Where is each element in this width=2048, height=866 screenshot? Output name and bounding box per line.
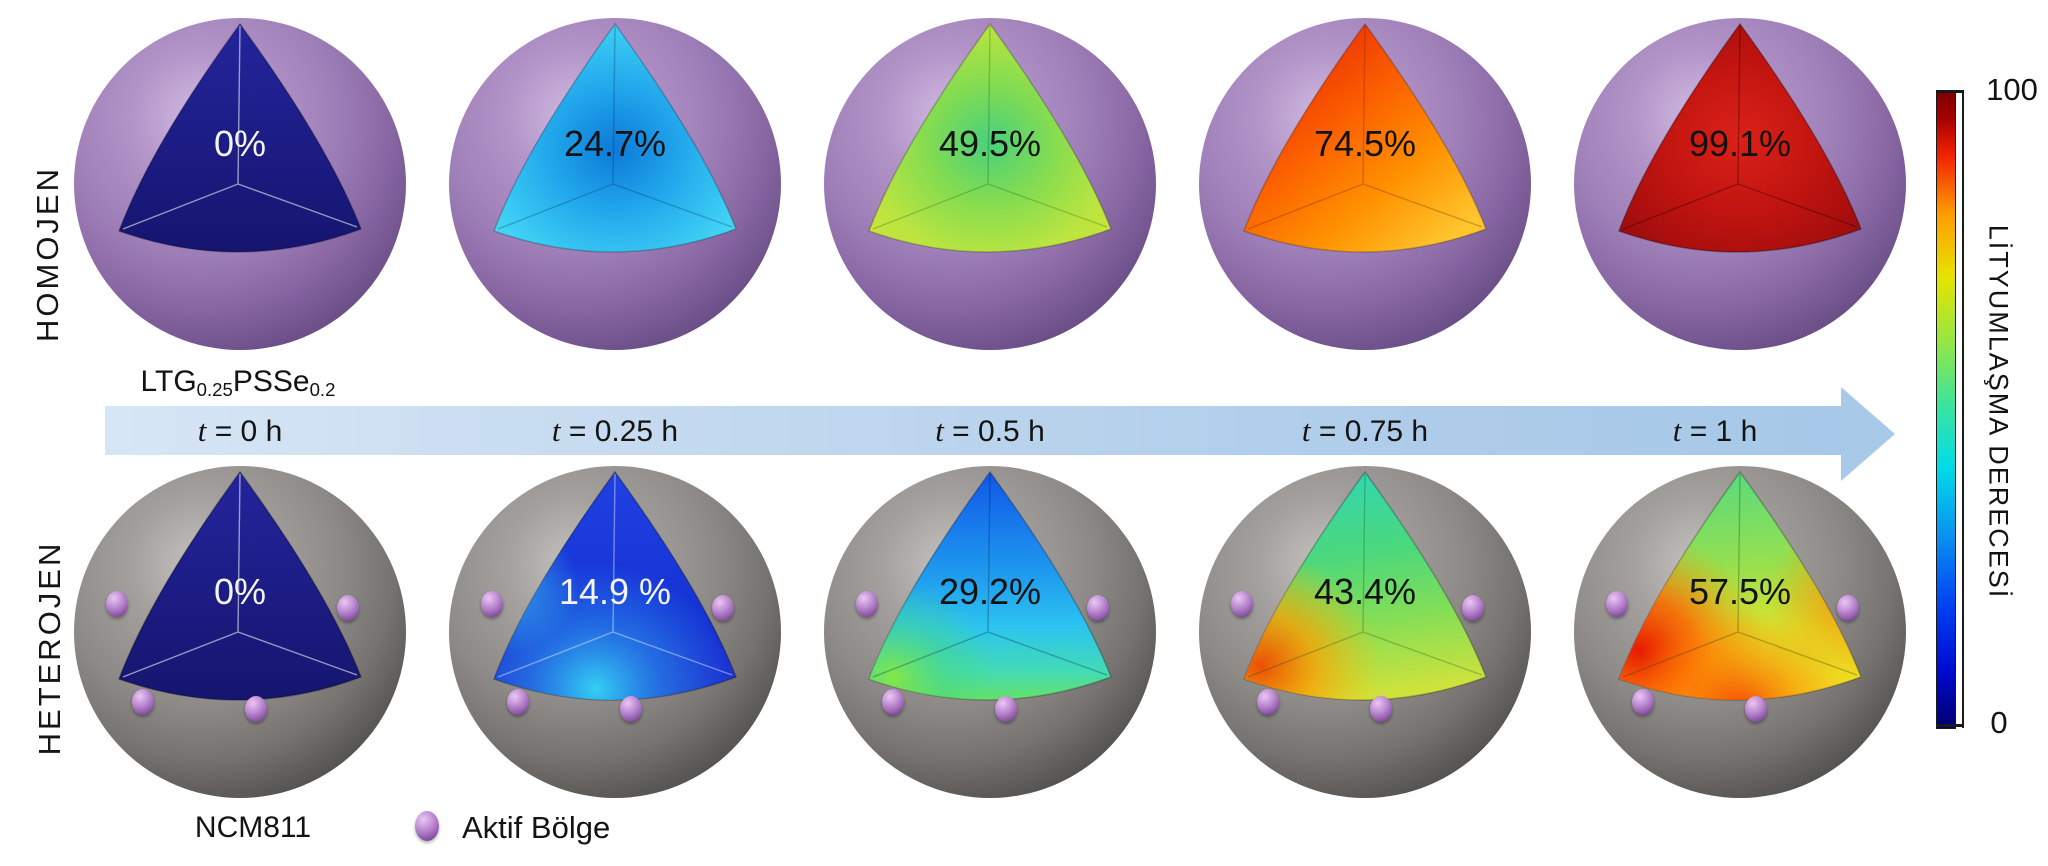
lithiation-percent: 57.5% — [1688, 571, 1792, 612]
active-site-bead — [132, 689, 154, 715]
active-site-bead — [1257, 689, 1279, 715]
active-site-legend-label: Aktif Bölge — [462, 810, 611, 845]
row-label-homojen: HOMOJEN — [30, 166, 65, 342]
colorbar-tick-max — [1936, 90, 1964, 93]
time-label-1: t = 0.25 h — [495, 407, 735, 455]
active-site-bead — [1231, 591, 1253, 617]
material-label-electrolyte: LTG0.25PSSe0.2 — [141, 365, 336, 401]
cutaway-face — [1618, 22, 1862, 253]
lithiation-percent: 29.2% — [938, 571, 1042, 612]
active-site-bead — [337, 595, 359, 621]
colorbar-gradient — [1936, 92, 1956, 729]
lithiation-percent: 24.7% — [563, 123, 667, 164]
cutaway-face — [1243, 22, 1487, 253]
t-symbol: t — [551, 413, 561, 448]
active-site-bead — [481, 591, 503, 617]
sphere-homojen-t05: 49.5% — [820, 14, 1160, 354]
sphere-heterojen-t05: 29.2% — [820, 462, 1160, 802]
t-symbol: t — [197, 413, 207, 448]
sphere-heterojen-t075: 43.4% — [1195, 462, 1535, 802]
sphere-homojen-t0: 0% — [70, 14, 410, 354]
t-symbol: t — [1301, 413, 1311, 448]
time-value: = 0.5 h — [943, 415, 1045, 448]
cutaway-face — [493, 22, 737, 253]
colorbar-axis-line — [1962, 91, 1964, 728]
material-mid: PSSe — [232, 364, 310, 398]
active-site-bead — [507, 689, 529, 715]
colorbar-title: LİTYUMLAŞMA DERECESİ — [1983, 224, 2014, 600]
colorbar-max-label: 100 — [1986, 72, 2038, 107]
material-subscript: 0.2 — [309, 379, 336, 401]
material-label-cathode: NCM811 — [194, 811, 312, 844]
material-prefix: LTG — [140, 364, 197, 398]
time-value: = 1 h — [1681, 415, 1758, 448]
time-label-4: t = 1 h — [1595, 407, 1835, 455]
active-site-bead — [106, 591, 128, 617]
lithiation-percent: 74.5% — [1313, 123, 1417, 164]
active-site-bead — [856, 591, 878, 617]
row-label-heterojen: HETEROJEN — [32, 540, 67, 756]
colorbar-tick-min — [1936, 724, 1964, 727]
lithiation-percent: 0% — [213, 571, 267, 612]
active-site-bead — [245, 696, 267, 722]
cutaway-face — [868, 470, 1112, 701]
active-site-bead — [1745, 696, 1767, 722]
colorbar-min-label: 0 — [1990, 705, 2008, 740]
lithiation-percent: 14.9 % — [558, 571, 672, 612]
lithiation-percent: 0% — [213, 123, 267, 164]
active-site-bead — [1632, 689, 1654, 715]
sphere-homojen-t025: 24.7% — [445, 14, 785, 354]
active-site-bead — [620, 696, 642, 722]
active-site-bead — [1606, 591, 1628, 617]
time-value: = 0 h — [206, 415, 283, 448]
time-label-2: t = 0.5 h — [870, 407, 1110, 455]
cutaway-face — [1618, 470, 1862, 701]
time-value: = 0.25 h — [560, 415, 679, 448]
cutaway-face — [118, 22, 362, 253]
active-site-bead — [882, 689, 904, 715]
active-site-bead — [1837, 595, 1859, 621]
active-site-bead — [1087, 595, 1109, 621]
sphere-homojen-t1: 99.1% — [1570, 14, 1910, 354]
sphere-heterojen-t025: 14.9 % — [445, 462, 785, 802]
active-site-bead — [1462, 595, 1484, 621]
lithiation-percent: 43.4% — [1313, 571, 1417, 612]
time-arrow-band — [105, 406, 1843, 455]
lithiation-percent: 99.1% — [1688, 123, 1792, 164]
cutaway-face — [493, 470, 737, 701]
time-label-3: t = 0.75 h — [1245, 407, 1485, 455]
material-subscript: 0.25 — [196, 379, 233, 401]
sphere-homojen-t075: 74.5% — [1195, 14, 1535, 354]
lithiation-percent: 49.5% — [938, 123, 1042, 164]
sphere-heterojen-t1: 57.5% — [1570, 462, 1910, 802]
active-site-bead — [995, 696, 1017, 722]
cutaway-face — [118, 470, 362, 701]
sphere-heterojen-t0: 0% — [70, 462, 410, 802]
cutaway-face — [1243, 470, 1487, 701]
t-symbol: t — [935, 413, 944, 448]
time-value: = 0.75 h — [1310, 415, 1429, 448]
time-label-0: t = 0 h — [120, 407, 360, 455]
t-symbol: t — [1672, 413, 1682, 448]
active-site-bead — [712, 595, 734, 621]
active-site-legend-icon — [415, 811, 439, 841]
active-site-bead — [1370, 696, 1392, 722]
cutaway-face — [868, 22, 1112, 253]
